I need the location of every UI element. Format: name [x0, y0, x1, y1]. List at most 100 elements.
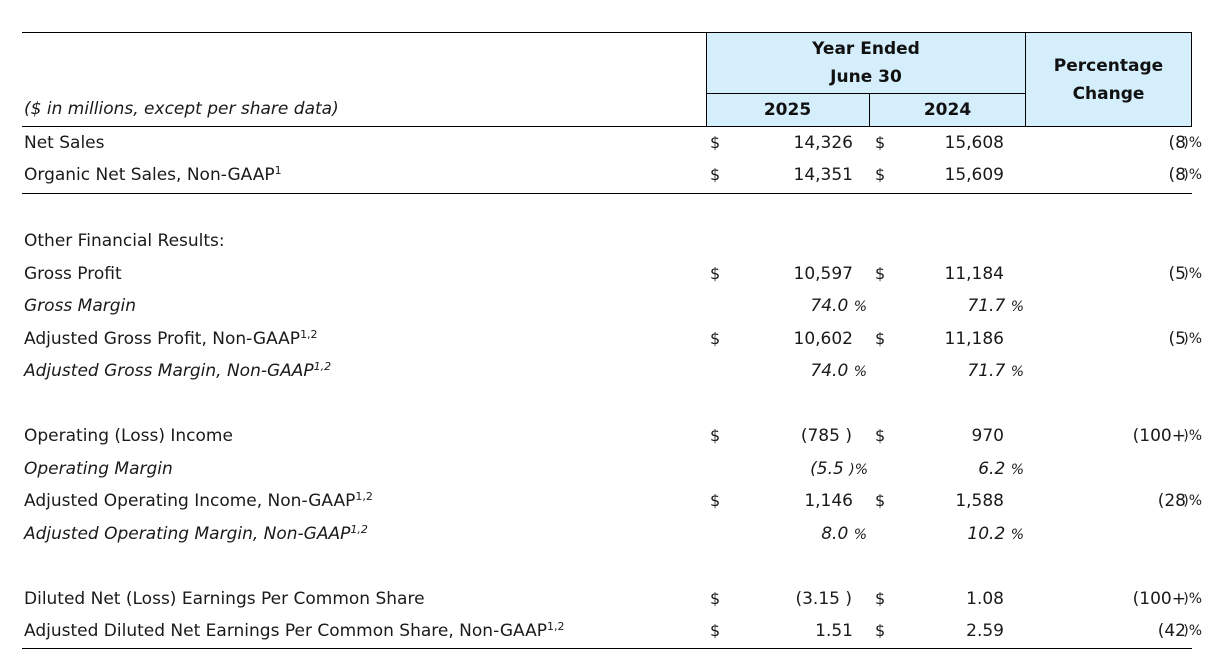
year-current-header: 2025: [763, 100, 812, 120]
value-2024: 6.2 %: [978, 454, 1024, 485]
value-2025: 14,326: [793, 133, 853, 153]
value-2024: 10.2 %: [967, 519, 1024, 550]
change-title-line1: Percentage: [1053, 56, 1164, 76]
row-label: Diluted Net (Loss) Earnings Per Common S…: [24, 589, 425, 609]
row-label: Operating Margin: [24, 459, 173, 479]
value-2025: 10,597: [793, 264, 853, 284]
currency-symbol: $: [710, 426, 721, 445]
header-bottom-rule: [22, 126, 1192, 127]
percentage-change: (100+: [1132, 426, 1186, 446]
row-label: Gross Margin: [24, 296, 137, 316]
percent-sign: %: [1010, 299, 1024, 315]
table-row: Gross Profit $ 10,597 $ 11,184 (5 )%: [0, 259, 1226, 289]
table-row: Operating (Loss) Income $ (785 ) $ 970 (…: [0, 421, 1226, 451]
value-2024: 11,186: [944, 329, 1004, 349]
row-label: Operating (Loss) Income: [24, 426, 233, 446]
value-2024: 15,608: [944, 133, 1004, 153]
table-row: Adjusted Gross Margin, Non-GAAP1,2 74.0 …: [0, 356, 1226, 386]
value-2025: (5.5 )%: [810, 454, 868, 485]
value-text: (3.15: [795, 589, 840, 609]
row-label: Organic Net Sales, Non-GAAP1: [24, 160, 282, 190]
percentage-change: (8: [1168, 165, 1186, 185]
value-2024: 1.08: [966, 589, 1004, 609]
value-2025: 74.0 %: [810, 356, 867, 387]
percentage-change: (5: [1168, 329, 1186, 349]
change-header-band: [1025, 32, 1192, 127]
percentage-change: (5: [1168, 264, 1186, 284]
units-note: ($ in millions, except per share data): [24, 99, 339, 119]
row-label-text: Adjusted Diluted Net Earnings Per Common…: [24, 621, 547, 641]
row-label: Net Sales: [24, 133, 105, 153]
currency-symbol: $: [875, 589, 886, 608]
value-suffix: ): [845, 589, 852, 609]
percentage-change-suffix: )%: [1183, 266, 1202, 282]
table-row: Adjusted Operating Margin, Non-GAAP1,2 8…: [0, 519, 1226, 549]
bottom-rule: [22, 648, 1192, 649]
value-2024: 970: [971, 426, 1004, 446]
row-label: Adjusted Operating Margin, Non-GAAP1,2: [24, 519, 368, 549]
footnote-marker: 1,2: [355, 490, 373, 503]
change-title-line2: Change: [1072, 84, 1145, 104]
percentage-change: (42: [1157, 621, 1186, 641]
row-label: Adjusted Gross Margin, Non-GAAP1,2: [24, 356, 331, 386]
row-label: Adjusted Diluted Net Earnings Per Common…: [24, 616, 564, 646]
currency-symbol: $: [875, 491, 886, 510]
currency-symbol: $: [710, 491, 721, 510]
value-2025: 74.0 %: [810, 291, 867, 322]
period-header-band: [706, 32, 1026, 127]
value-2025: 8.0 %: [821, 519, 867, 550]
currency-symbol: $: [875, 133, 886, 152]
footnote-marker: 1,2: [300, 328, 318, 341]
table-row: Operating Margin (5.5 )% 6.2 %: [0, 454, 1226, 484]
value-suffix: ): [845, 426, 852, 446]
currency-symbol: $: [710, 589, 721, 608]
footnote-marker: 1,2: [313, 360, 332, 373]
percentage-change-suffix: )%: [1183, 591, 1202, 607]
value-text: 74.0: [810, 361, 849, 381]
table-row: Adjusted Gross Profit, Non-GAAP1,2 $ 10,…: [0, 324, 1226, 354]
percent-sign: )%: [849, 462, 868, 478]
value-2024: 15,609: [944, 165, 1004, 185]
year-prior-header: 2024: [923, 100, 972, 120]
percent-sign: %: [1010, 527, 1024, 543]
percentage-change: (100+: [1132, 589, 1186, 609]
table-row: Organic Net Sales, Non-GAAP1 $ 14,351 $ …: [0, 160, 1226, 190]
percentage-change-suffix: )%: [1183, 623, 1202, 639]
percent-sign: %: [1010, 462, 1024, 478]
percentage-change-suffix: )%: [1183, 428, 1202, 444]
currency-symbol: $: [710, 165, 721, 184]
footnote-marker: 1,2: [546, 620, 565, 633]
percentage-change: (8: [1168, 133, 1186, 153]
period-title-line2: June 30: [830, 67, 902, 87]
value-2025: 1.51: [815, 621, 853, 641]
value-text: 6.2: [978, 459, 1006, 479]
row-label: Adjusted Gross Profit, Non-GAAP1,2: [24, 324, 318, 354]
currency-symbol: $: [875, 621, 886, 640]
percentage-change-suffix: )%: [1183, 331, 1202, 347]
value-2025: (785 ): [801, 421, 852, 451]
currency-symbol: $: [710, 133, 721, 152]
value-text: (785: [800, 426, 840, 446]
value-2024: 71.7 %: [967, 356, 1024, 387]
percentage-change: (28: [1157, 491, 1186, 511]
value-text: 74.0: [810, 296, 849, 316]
row-label: Gross Profit: [24, 264, 122, 284]
section-rule: [22, 193, 1192, 194]
value-text: 10.2: [967, 524, 1006, 544]
value-2025: 10,602: [793, 329, 853, 349]
footnote-marker: 1,2: [350, 523, 368, 536]
currency-symbol: $: [710, 264, 721, 283]
currency-symbol: $: [710, 329, 721, 348]
section-heading: Other Financial Results:: [0, 226, 1226, 256]
value-2024: 71.7 %: [967, 291, 1024, 322]
value-2025: 14,351: [793, 165, 853, 185]
row-label-text: Adjusted Gross Profit, Non-GAAP: [24, 329, 301, 349]
currency-symbol: $: [710, 621, 721, 640]
value-2025: 1,146: [804, 491, 853, 511]
row-label-text: Adjusted Operating Income, Non-GAAP: [24, 491, 356, 511]
row-label: Adjusted Operating Income, Non-GAAP1,2: [24, 486, 373, 516]
value-2024: 11,184: [944, 264, 1004, 284]
table-row: Adjusted Diluted Net Earnings Per Common…: [0, 616, 1226, 646]
percentage-change-suffix: )%: [1183, 135, 1202, 151]
